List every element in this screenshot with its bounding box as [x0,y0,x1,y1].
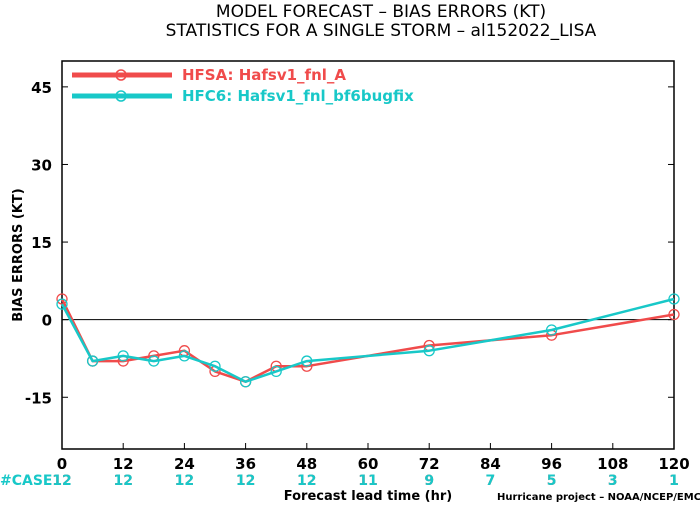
data-point-1 [148,355,160,367]
case-count-hfc6: 3 [608,473,618,489]
y-tick-label: 45 [31,79,52,97]
legend-marker-hfc6 [115,90,127,102]
case-count-hfc6: 12 [52,473,71,489]
case-count-hfsa: 1 [669,473,679,489]
x-tick-label: 108 [597,455,628,473]
chart-subtitle: STATISTICS FOR A SINGLE STORM – al152022… [166,21,597,41]
data-point-1 [117,350,129,362]
legend-label-hfsa: HFSA: Hafsv1_fnl_A [182,66,346,84]
case-count-hfsa: 9 [424,473,434,489]
case-count-hfc6: 11 [358,473,377,489]
case-count-hfc6: 7 [486,473,496,489]
case-count-hfsa: 3 [608,473,618,489]
case-count-hfsa: 12 [175,473,194,489]
case-count-hfsa: 12 [236,473,255,489]
case-count-hfc6: 12 [297,473,316,489]
credit-text: Hurricane project – NOAA/NCEP/EMC [497,492,700,503]
y-tick-label: 30 [31,156,52,174]
legend: HFSA: Hafsv1_fnl_A HFC6: Hafsv1_fnl_bf6b… [72,66,414,105]
x-axis-label: Forecast lead time (hr) [284,489,452,504]
y-tick-label: -15 [25,389,52,407]
x-tick-label: 12 [113,455,134,473]
case-count-hfc6: 12 [175,473,194,489]
case-count-hfc6: 12 [113,473,132,489]
data-point-1 [423,345,435,357]
x-tick-label: 36 [235,455,256,473]
chart-title: MODEL FORECAST – BIAS ERRORS (KT) [216,2,546,22]
case-count-hfc6: 12 [236,473,255,489]
case-count-hfc6: 9 [424,473,434,489]
x-tick-label: 0 [57,455,67,473]
x-tick-label: 48 [296,455,317,473]
x-tick-label: 84 [480,455,501,473]
x-tick-label: 96 [541,455,562,473]
data-point-1 [209,360,221,372]
x-tick-label: 24 [174,455,195,473]
x-axis-ticks: 0 12 24 36 48 60 72 84 96 108 120 [57,443,690,473]
x-tick-label: 72 [419,455,440,473]
series-line-0 [60,298,675,383]
case-count-hfc6: 5 [547,473,557,489]
x-tick-label: 120 [658,455,689,473]
y-axis-ticks: -15 0 15 30 45 [25,79,674,407]
case-count-hfsa: 7 [486,473,496,489]
data-point-0 [56,293,68,305]
y-tick-label: 0 [42,312,52,330]
legend-label-hfc6: HFC6: Hafsv1_fnl_bf6bugfix [182,87,414,105]
data-point-1 [668,293,680,305]
data-point-1 [86,355,99,367]
case-count-hfsa: 11 [358,473,377,489]
series-line-1 [60,297,675,383]
data-point-0 [668,308,680,321]
case-count-hfc6: 1 [669,473,679,489]
case-count-hfsa: 12 [52,473,71,489]
case-count-hfsa: 12 [113,473,132,489]
case-count-hfsa: 5 [547,473,557,489]
legend-marker-hfsa [115,69,127,81]
data-point-1 [301,355,313,367]
x-tick-label: 60 [358,455,379,473]
data-point-1 [270,365,282,378]
y-axis-label: BIAS ERRORS (KT) [11,188,26,321]
data-point-1 [239,376,252,388]
data-point-1 [178,350,191,362]
case-count-label: #CASE [0,473,53,489]
case-count-hfsa: 12 [297,473,316,489]
series-layer [56,293,680,388]
y-tick-label: 15 [31,234,52,252]
data-point-1 [56,298,68,310]
plot-frame [61,60,675,450]
data-point-1 [545,324,558,336]
